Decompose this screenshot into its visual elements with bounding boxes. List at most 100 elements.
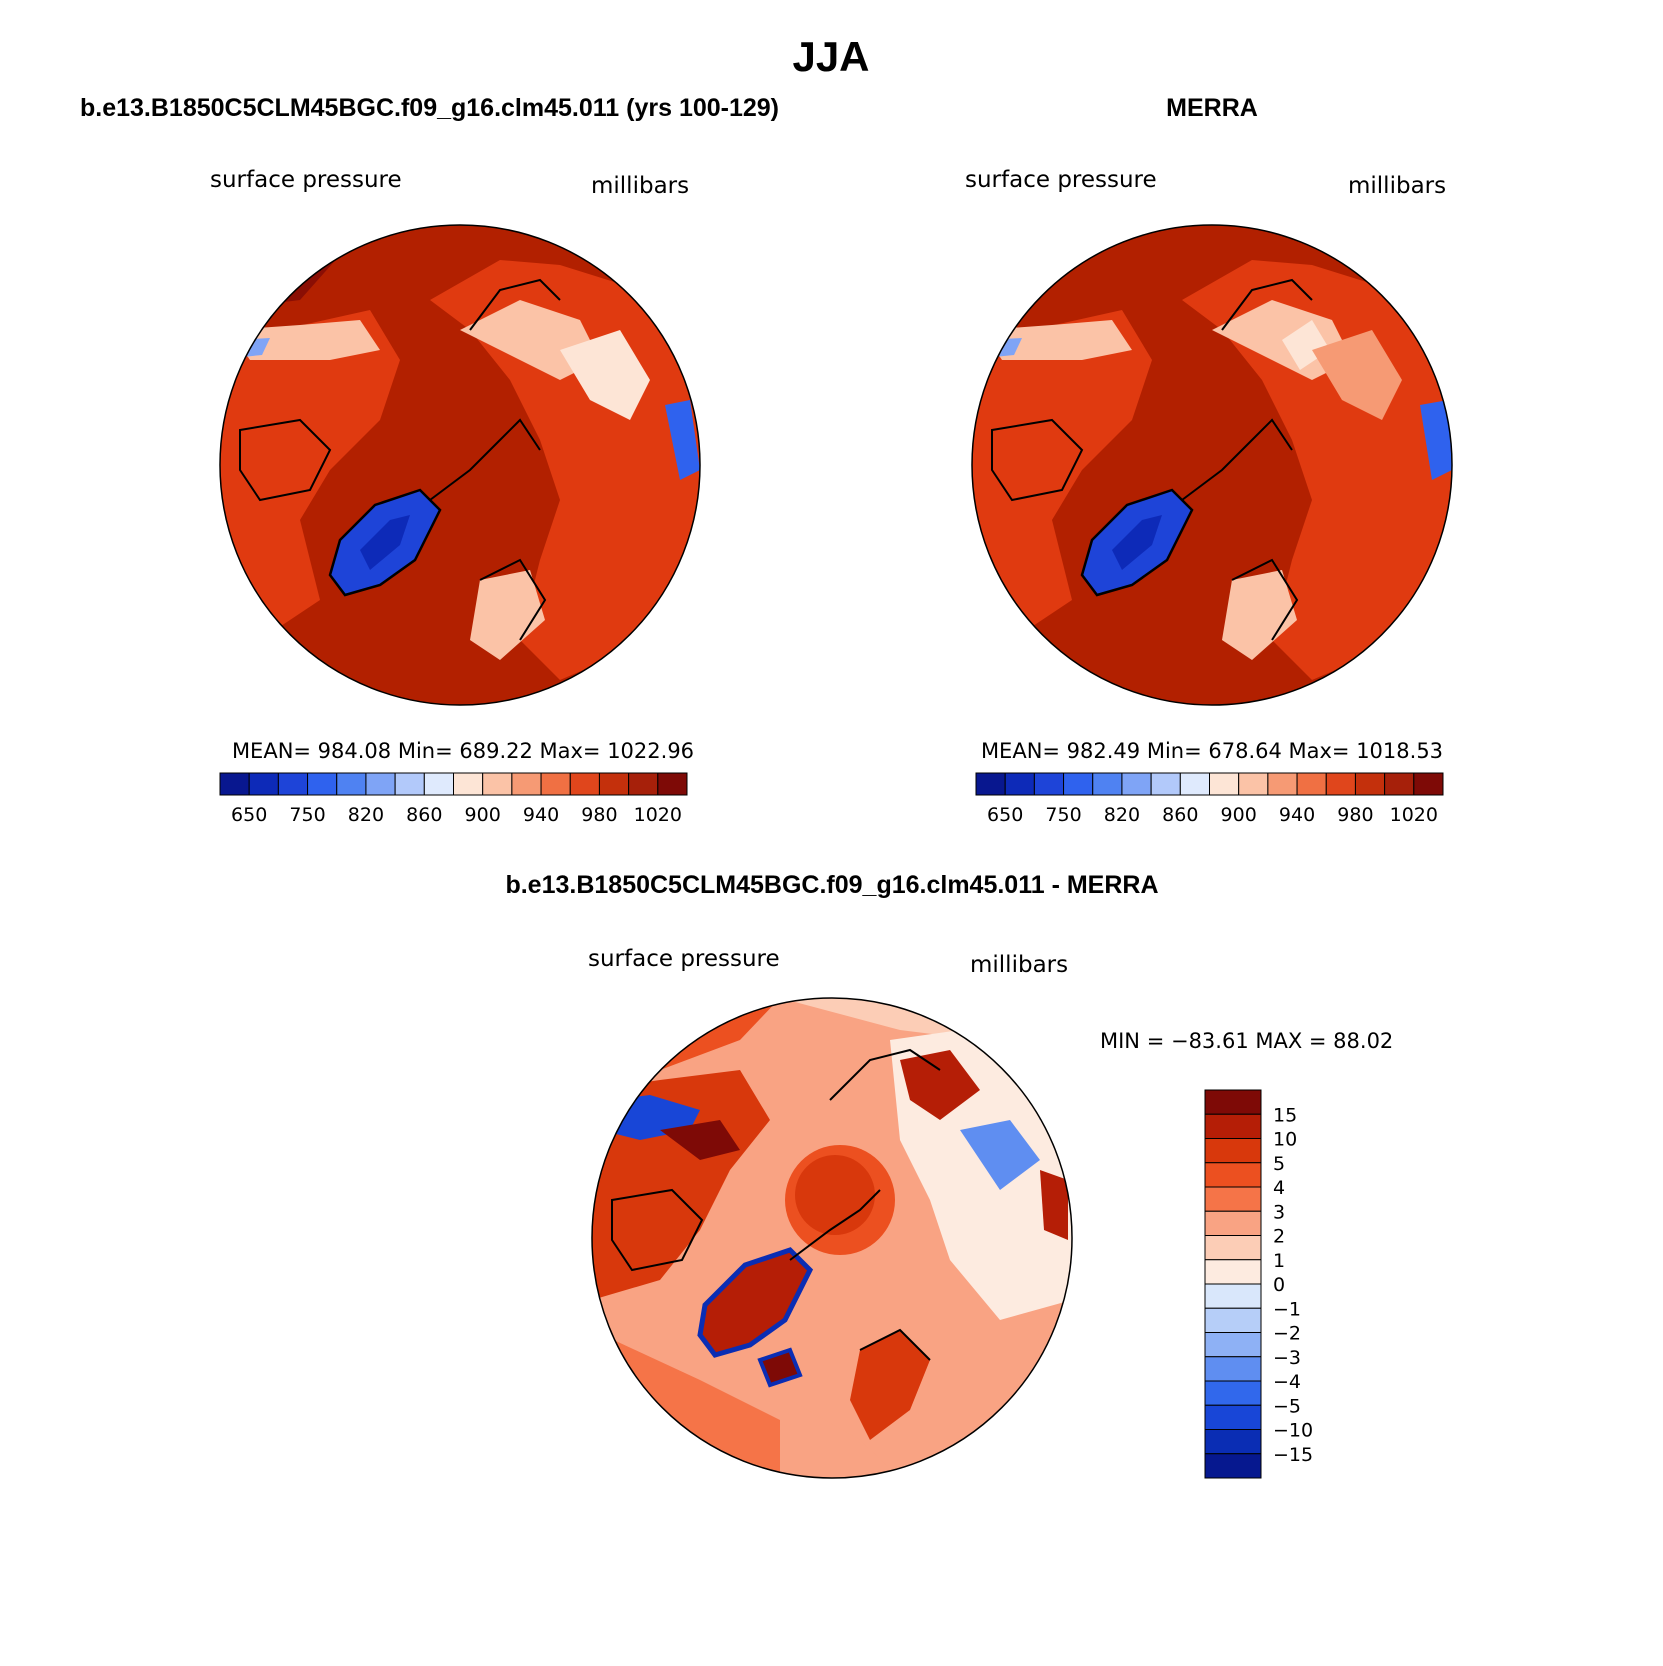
colorbar-box xyxy=(1092,772,1123,796)
panel-model-colorbar: 650 750 820 860 900 940 980 1020 xyxy=(219,772,688,826)
colorbar-tick-label: 4 xyxy=(1273,1177,1285,1199)
colorbar-tick-label: 980 xyxy=(1337,804,1373,826)
colorbar-box xyxy=(1033,772,1065,796)
colorbar-box xyxy=(1384,772,1415,796)
himalaya-low xyxy=(1420,400,1452,480)
colorbar-box xyxy=(1004,772,1035,796)
panel-difference-right-label: millibars xyxy=(970,952,1068,978)
panel-difference: b.e13.B1850C5CLM45BGC.f09_g16.clm45.011 … xyxy=(505,871,1393,1479)
colorbar-box xyxy=(569,772,600,796)
europe-coast xyxy=(479,558,547,641)
siberia-negative xyxy=(960,1120,1040,1190)
europe-coast xyxy=(859,1328,931,1361)
panel-merra: MERRA surface pressure millibars MEAN= 9… xyxy=(965,94,1453,826)
colorbar-tick-label: 940 xyxy=(1279,804,1315,826)
colorbar-box xyxy=(453,772,484,796)
europe-anomaly xyxy=(790,1400,900,1478)
greenland-core xyxy=(360,515,410,570)
panel-merra-right-label: millibars xyxy=(1348,173,1446,199)
colorbar-box xyxy=(277,772,309,796)
colorbar-tick-label: 820 xyxy=(1104,804,1140,826)
colorbar-box xyxy=(1204,1380,1262,1406)
arctic-coast xyxy=(789,1189,881,1261)
colorbar-box xyxy=(1354,772,1386,796)
greenland-core xyxy=(1112,515,1162,570)
panel-model-map-border xyxy=(219,224,701,706)
colorbar-box xyxy=(307,772,338,796)
rockies-highland xyxy=(230,320,380,360)
colorbar-box xyxy=(1204,1429,1262,1455)
colorbar-tick-label: −15 xyxy=(1273,1444,1313,1466)
colorbar-box xyxy=(1204,1307,1262,1333)
colorbar-box xyxy=(1325,772,1356,796)
colorbar-tick-label: 5 xyxy=(1273,1153,1285,1175)
panel-difference-title: b.e13.B1850C5CLM45BGC.f09_g16.clm45.011 … xyxy=(505,871,1158,899)
colorbar-tick-label: −10 xyxy=(1273,1420,1313,1442)
hudson-coast xyxy=(991,418,1084,502)
scandinavia-highland xyxy=(1222,570,1297,660)
panel-model-title: b.e13.B1850C5CLM45BGC.f09_g16.clm45.011 … xyxy=(80,94,779,122)
panel-merra-title: MERRA xyxy=(1166,94,1258,122)
siberia-coast xyxy=(1221,278,1313,331)
panel-merra-left-label: surface pressure xyxy=(965,167,1157,193)
colorbar-box xyxy=(540,772,571,796)
siberia-coast xyxy=(829,1048,941,1101)
colorbar-tick-label: −4 xyxy=(1273,1371,1301,1393)
colorbar-box xyxy=(1296,772,1327,796)
colorbar-tick-label: 1020 xyxy=(1390,804,1438,826)
panel-model-stats: MEAN= 984.08 Min= 689.22 Max= 1022.96 xyxy=(232,739,694,763)
colorbar-box xyxy=(1204,1186,1262,1212)
colorbar-box xyxy=(1204,1210,1262,1236)
colorbar-box xyxy=(1204,1332,1262,1358)
panel-merra-map-border xyxy=(971,224,1453,706)
colorbar-box xyxy=(1204,1404,1262,1430)
colorbar-box xyxy=(219,772,250,796)
colorbar-box xyxy=(1179,772,1210,796)
colorbar-box xyxy=(482,772,513,796)
colorbar-box xyxy=(1413,772,1444,796)
colorbar-box xyxy=(975,772,1006,796)
iceland-anomaly xyxy=(757,1347,803,1388)
colorbar-box xyxy=(1238,772,1269,796)
panel-model-map xyxy=(220,225,700,705)
colorbar-box xyxy=(1150,772,1181,796)
colorbar-box xyxy=(1267,772,1298,796)
colorbar-box xyxy=(394,772,425,796)
colorbar-tick-label: 980 xyxy=(581,804,617,826)
colorbar-box xyxy=(1063,772,1094,796)
panel-merra-stats: MEAN= 982.49 Min= 678.64 Max= 1018.53 xyxy=(981,739,1443,763)
colorbar-tick-label: −5 xyxy=(1273,1395,1301,1417)
colorbar-tick-label: 10 xyxy=(1273,1129,1297,1151)
arctic-coast xyxy=(1181,418,1293,501)
north-america-land xyxy=(220,310,400,640)
colorbar-tick-label: −2 xyxy=(1273,1323,1301,1345)
arctic-coast xyxy=(429,418,541,501)
siberia-highland xyxy=(460,300,600,380)
colorbar-box xyxy=(1121,772,1152,796)
colorbar-tick-label: 820 xyxy=(348,804,384,826)
colorbar-box xyxy=(336,772,367,796)
panel-difference-map xyxy=(592,998,1072,1478)
panel-difference-stats: MIN = −83.61 MAX = 88.02 xyxy=(1100,1029,1393,1053)
colorbar-tick-label: 750 xyxy=(1045,804,1081,826)
colorbar-box xyxy=(1204,1162,1262,1188)
panel-merra-map xyxy=(972,225,1452,705)
colorbar-tick-label: 860 xyxy=(406,804,442,826)
colorbar-box xyxy=(1204,1453,1262,1479)
panel-difference-left-label: surface pressure xyxy=(588,946,780,972)
colorbar-tick-label: 900 xyxy=(1221,804,1257,826)
north-america-land xyxy=(972,310,1152,640)
panel-model-left-label: surface pressure xyxy=(210,167,402,193)
panel-model: b.e13.B1850C5CLM45BGC.f09_g16.clm45.011 … xyxy=(80,94,779,826)
main-title: JJA xyxy=(792,33,869,80)
colorbar-box xyxy=(1204,1089,1262,1115)
colorbar-box xyxy=(1209,772,1240,796)
rockies-highland xyxy=(982,320,1132,360)
colorbar-tick-label: 650 xyxy=(231,804,267,826)
colorbar-tick-label: 3 xyxy=(1273,1201,1285,1223)
colorbar-tick-label: 750 xyxy=(289,804,325,826)
colorbar-box xyxy=(423,772,454,796)
colorbar-tick-label: −1 xyxy=(1273,1298,1301,1320)
panel-merra-colorbar: 650 750 820 860 900 940 980 1020 xyxy=(975,772,1444,826)
